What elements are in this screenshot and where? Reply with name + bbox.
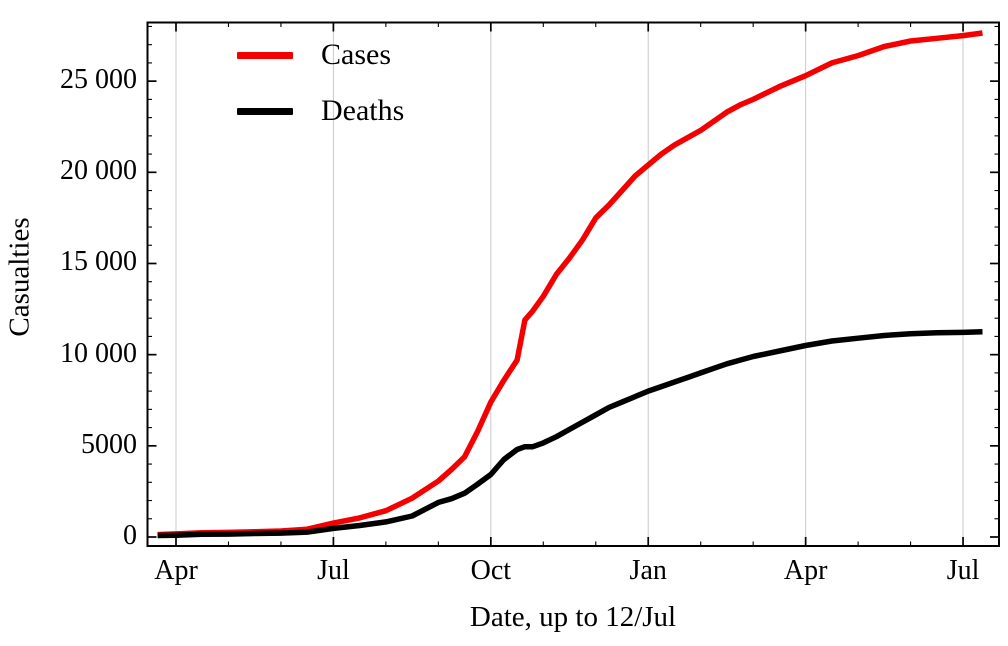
y-tick-label-3: 15 000	[60, 246, 137, 278]
y-tick-label-2: 10 000	[60, 337, 137, 369]
x-tick-label-2: Oct	[470, 555, 512, 586]
y-tick-label-1: 5000	[81, 428, 137, 460]
x-tick-label-5: Jul	[946, 555, 980, 586]
y-tick-label-5: 25 000	[60, 64, 137, 96]
legend-item-deaths: Deaths	[237, 94, 404, 128]
y-tick-label-4: 20 000	[60, 155, 137, 187]
cases-line	[157, 30, 983, 538]
y-tick-label-0: 0	[123, 520, 137, 551]
x-tick-label-3: Jan	[629, 555, 667, 586]
legend: Cases Deaths	[237, 38, 404, 128]
deaths-line	[157, 328, 983, 539]
deaths-line-swatch	[237, 107, 293, 115]
legend-label-deaths: Deaths	[321, 94, 405, 127]
cases-line-swatch	[237, 51, 293, 59]
plot-frame	[146, 21, 1000, 547]
x-tick-label-4: Apr	[783, 555, 828, 586]
legend-label-cases: Cases	[321, 38, 391, 71]
legend-item-cases: Cases	[237, 38, 404, 72]
x-tick-label-0: Apr	[154, 555, 198, 586]
x-axis-title: Date, up to 12/Jul	[469, 601, 677, 633]
x-tick-label-1: Jul	[317, 555, 350, 586]
